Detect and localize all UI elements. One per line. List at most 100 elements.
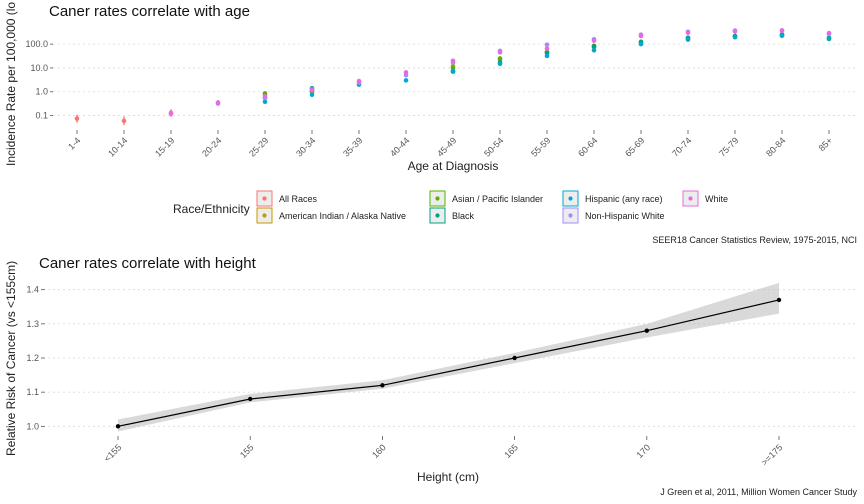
age-point [826, 30, 832, 36]
height-chart-x-axis-title: Height (cm) [417, 470, 479, 484]
age-point [779, 28, 785, 33]
age-point [497, 56, 503, 61]
age-point [685, 37, 691, 42]
age-point [121, 118, 127, 124]
height-y-tick-label: 1.2 [26, 353, 39, 363]
height-x-tick-label: 155 [238, 442, 256, 460]
height-point [115, 424, 121, 429]
legend-item: All Races [256, 190, 318, 207]
age-y-tick-label: 1.0 [35, 87, 48, 97]
height-x-tick-label: <155 [102, 442, 123, 463]
age-point [544, 46, 550, 51]
age-chart: Caner rates correlate with age 0.1 1.0 10.… [4, 2, 857, 245]
legend-key-dot [435, 196, 440, 201]
age-chart-x-ticks: 1-4 10-14 15-19 20-24 25-29 30-34 35-39 40-44 45… [66, 130, 834, 159]
age-x-tick-label: 75-79 [717, 135, 740, 158]
age-y-tick-label: 0.1 [35, 111, 48, 121]
age-y-tick-label: 10.0 [30, 63, 48, 73]
legend-item: Asian / Pacific Islander [429, 190, 543, 207]
height-point [380, 383, 385, 388]
legend-item: White [682, 190, 728, 207]
legend-item: American Indian / Alaska Native [256, 207, 406, 224]
height-x-tick-label: 165 [502, 442, 520, 460]
legend-label: Non-Hispanic White [585, 211, 665, 221]
height-y-tick-label: 1.1 [26, 387, 39, 397]
age-point [544, 53, 550, 59]
age-x-tick-label: 10-14 [106, 135, 129, 158]
age-x-tick-label: 40-44 [388, 135, 411, 158]
age-point [591, 38, 597, 43]
height-x-tick-label: 160 [370, 442, 388, 460]
age-point [74, 116, 80, 121]
age-point [497, 50, 503, 55]
legend-key-dot [262, 213, 267, 218]
age-point [544, 42, 550, 47]
height-chart-caption: J Green et al, 2011, Million Women Cance… [660, 487, 857, 497]
age-x-tick-label: 15-19 [153, 135, 176, 158]
age-point [779, 33, 785, 39]
legend-key-dot [568, 213, 573, 218]
age-chart-caption: SEER18 Cancer Statistics Review, 1975-20… [652, 235, 857, 245]
legend-item: Hispanic (any race) [562, 190, 663, 207]
age-point [591, 48, 597, 53]
age-point [450, 58, 456, 64]
age-chart-x-axis-title: Age at Diagnosis [408, 159, 499, 173]
height-chart-line [117, 299, 780, 427]
age-x-tick-label: 80-84 [764, 135, 787, 158]
age-x-tick-label: 50-54 [482, 135, 505, 158]
legend-key-dot [688, 196, 693, 201]
height-y-tick-label: 1.4 [26, 285, 39, 295]
age-point [309, 92, 315, 98]
age-x-tick-label: 30-34 [294, 135, 317, 158]
legend-label: Hispanic (any race) [585, 194, 663, 204]
age-x-tick-label: 70-74 [670, 135, 693, 158]
height-x-tick-label: >=175 [759, 442, 784, 467]
legend-items: All Races American Indian / Alaska Native… [256, 190, 728, 224]
legend-label: White [705, 194, 728, 204]
age-point [215, 100, 221, 105]
legend-label: All Races [279, 194, 318, 204]
age-point [732, 34, 738, 40]
age-point [309, 87, 315, 93]
age-point [450, 68, 456, 74]
age-point [638, 33, 644, 39]
height-chart-x-ticks: <155 155 160 165 170 >=175 [102, 436, 784, 467]
age-point [262, 99, 268, 105]
height-point [512, 355, 517, 361]
age-x-tick-label: 25-29 [247, 135, 270, 158]
age-point [497, 61, 503, 67]
age-chart-points [74, 28, 832, 124]
age-point [168, 110, 174, 116]
age-point [638, 41, 644, 47]
height-chart-title: Caner rates correlate with height [39, 255, 257, 272]
legend-key-dot [568, 196, 573, 201]
legend-label: Black [452, 211, 475, 221]
age-point [403, 70, 409, 75]
legend-label: Asian / Pacific Islander [452, 194, 543, 204]
height-point [248, 396, 253, 402]
height-y-tick-label: 1.0 [26, 421, 39, 431]
age-point [591, 44, 597, 49]
age-point [826, 36, 832, 41]
age-y-tick-label: 100.0 [25, 39, 48, 49]
age-x-tick-label: 1-4 [66, 135, 82, 151]
legend-item: Black [429, 207, 475, 224]
age-chart-y-axis-title: Incidence Rate per 100,000 (lo [4, 2, 18, 166]
legend-title: Race/Ethnicity [173, 202, 250, 216]
age-x-tick-label: 55-59 [529, 135, 552, 158]
age-x-tick-label: 20-24 [200, 135, 223, 158]
height-chart-y-ticks: 1.0 1.1 1.2 1.3 1.4 [26, 285, 45, 431]
height-point [644, 328, 649, 333]
age-chart-title: Caner rates correlate with age [49, 3, 250, 20]
height-y-tick-label: 1.3 [26, 319, 39, 329]
age-x-tick-label: 65-69 [623, 135, 646, 158]
height-point [776, 297, 782, 303]
height-x-tick-label: 170 [635, 442, 653, 460]
age-chart-gridlines [53, 43, 857, 116]
legend-key-dot [262, 196, 267, 201]
height-chart-y-axis-title: Relative Risk of Cancer (vs <155cm) [4, 261, 18, 456]
age-point [732, 29, 738, 34]
age-point [356, 78, 362, 84]
legend-item: Non-Hispanic White [562, 207, 665, 224]
